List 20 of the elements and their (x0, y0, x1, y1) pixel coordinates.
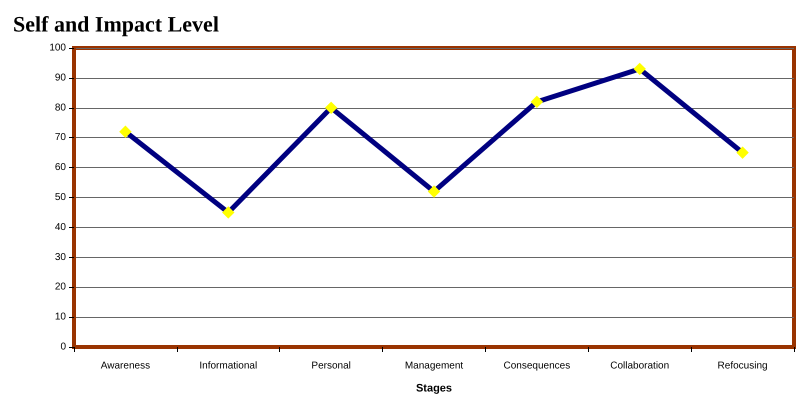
y-tick-label: 40 (54, 222, 66, 233)
y-tick-label: 0 (60, 342, 66, 352)
x-tick-label: Informational (199, 360, 258, 372)
x-tick-label: Management (404, 360, 464, 372)
x-tick-label: Consequences (504, 360, 570, 372)
chart-title: Self and Impact Level (13, 12, 219, 36)
x-axis-title: Stages (416, 382, 452, 394)
y-tick-label: 20 (54, 282, 66, 293)
y-tick-label: 50 (54, 192, 66, 203)
y-tick-label: 80 (54, 102, 66, 114)
y-tick-label: 30 (54, 252, 66, 263)
x-tick-label: Collaboration (610, 360, 670, 372)
y-tick-label: 90 (54, 72, 66, 84)
y-tick-label: 10 (54, 312, 66, 323)
x-tick-label: Personal (311, 360, 351, 372)
y-tick-label: 60 (54, 162, 66, 174)
y-tick-label: 100 (49, 42, 66, 54)
y-tick-label: 70 (54, 132, 66, 144)
x-tick-label: Awareness (100, 360, 150, 372)
x-tick-label: Refocusing (718, 360, 768, 372)
